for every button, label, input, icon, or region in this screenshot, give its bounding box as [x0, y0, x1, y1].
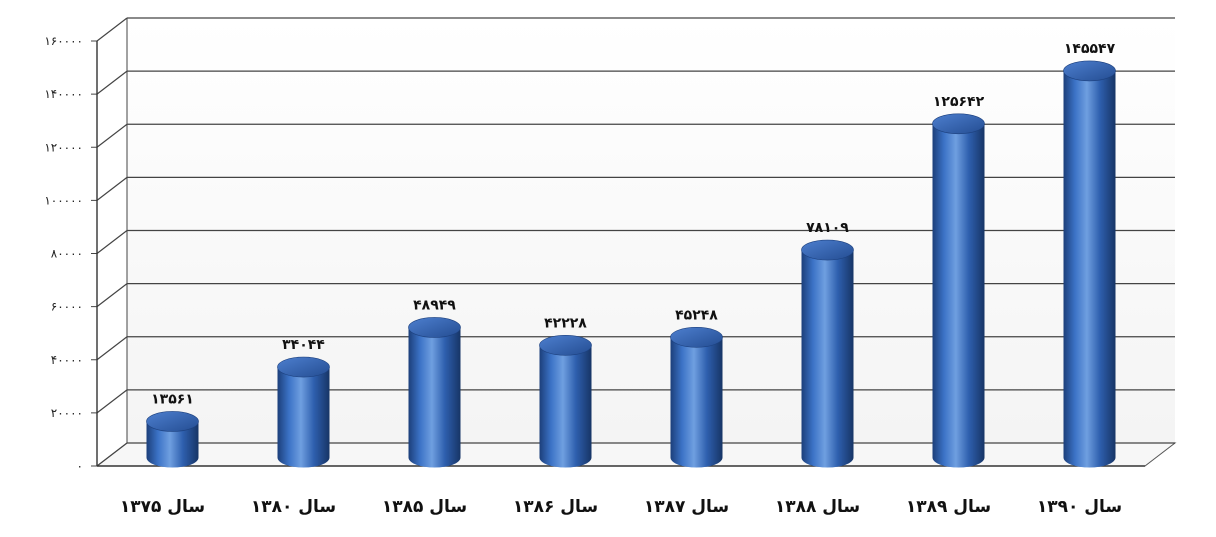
y-tick-label: ۲۰۰۰۰: [51, 406, 83, 420]
x-tick-label: سال ۱۳۸۶: [513, 497, 598, 517]
data-label: ۷۸۱۰۹: [806, 220, 849, 236]
gridline-side: [96, 70, 128, 95]
bar-cylinder: [277, 356, 330, 468]
x-tick-label: سال ۱۳۸۷: [644, 497, 729, 517]
data-label: ۱۲۵۶۴۲: [933, 94, 985, 110]
data-label: ۱۳۵۶۱: [151, 391, 194, 407]
x-tick-label: سال ۱۳۸۹: [906, 497, 991, 517]
gridline-side: [96, 17, 128, 42]
data-label: ۴۲۲۲۸: [544, 315, 587, 331]
y-tick-label: ۱۶۰۰۰۰: [44, 34, 83, 48]
x-tick-label: سال ۱۳۸۵: [382, 497, 467, 517]
bar-cylinder: [539, 335, 592, 468]
y-tick-label: ۴۰۰۰۰: [51, 353, 83, 367]
bar-cylinder: [801, 239, 854, 468]
bar-cylinder: [408, 317, 461, 468]
bar-cylinder: [146, 411, 199, 468]
data-label: ۳۴۰۴۴: [282, 337, 325, 353]
gridline-side: [96, 230, 128, 254]
gridline-side: [96, 336, 128, 361]
data-label: ۴۸۹۴۹: [413, 297, 456, 313]
y-tick-label: ۱۲۰۰۰۰: [44, 140, 83, 154]
y-tick-label: ۸۰۰۰۰: [51, 247, 83, 261]
y-tick-label: ۶۰۰۰۰: [51, 300, 83, 314]
gridline-side: [96, 283, 128, 308]
gridline-side: [96, 123, 128, 148]
y-tick-label: ۱۰۰۰۰۰: [44, 193, 83, 207]
floor: [95, 442, 1177, 467]
bar-cylinder: [670, 327, 723, 468]
y-tick-label: ۰: [77, 459, 83, 473]
gridline-side: [96, 176, 128, 201]
gridline-side: [96, 442, 128, 467]
x-tick-label: سال ۱۳۸۸: [775, 497, 860, 517]
x-tick-label: سال ۱۳۸۰: [251, 497, 336, 517]
bar-cylinder: [1063, 60, 1116, 468]
x-tick-label: سال ۱۳۹۰: [1037, 497, 1122, 517]
x-tick-label: سال ۱۳۷۵: [120, 497, 205, 517]
data-label: ۱۴۵۵۴۷: [1064, 41, 1116, 57]
bar-cylinder: [932, 113, 985, 468]
data-label: ۴۵۲۴۸: [675, 307, 718, 323]
gridline-side: [96, 389, 128, 414]
y-tick-label: ۱۴۰۰۰۰: [44, 87, 83, 101]
